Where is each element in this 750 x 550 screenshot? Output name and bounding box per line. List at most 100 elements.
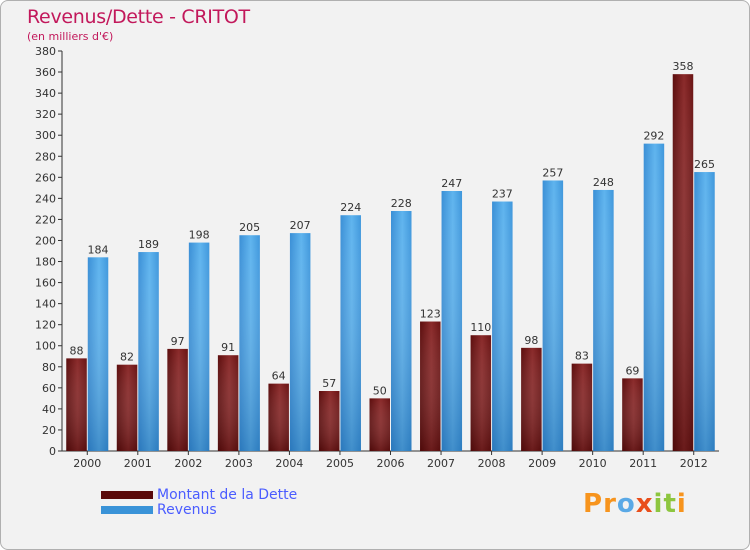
x-tick-label: 2001: [124, 457, 152, 470]
data-label-revenue: 184: [88, 243, 109, 256]
data-label-debt: 83: [575, 350, 589, 363]
data-label-debt: 82: [120, 351, 134, 364]
bar-revenue-shade: [87, 257, 109, 451]
bar-revenue-shade: [391, 211, 412, 451]
bar-revenue-shade: [593, 189, 614, 451]
data-label-debt: 98: [524, 334, 538, 347]
y-tick-label: 100: [35, 340, 56, 353]
y-tick-label: 120: [35, 319, 56, 332]
data-label-debt: 88: [70, 344, 84, 357]
y-tick-label: 380: [35, 45, 56, 58]
x-tick-label: 2008: [478, 457, 506, 470]
bar-debt-shade: [167, 348, 188, 451]
data-label-revenue: 237: [492, 188, 513, 201]
bar-revenue-shade: [289, 233, 311, 451]
y-tick-label: 20: [42, 424, 56, 437]
data-label-debt: 97: [171, 335, 185, 348]
logo-letter: P: [583, 489, 604, 519]
logo-letter: i: [676, 489, 687, 519]
data-label-revenue: 248: [593, 176, 614, 189]
proxiti-logo: Proxiti: [583, 489, 687, 519]
data-label-debt: 69: [625, 364, 639, 377]
chart-title: Revenus/Dette - CRITOT: [27, 6, 250, 28]
bar-revenue-shade: [138, 252, 159, 451]
y-tick-label: 80: [42, 361, 56, 374]
bar-revenue-shade: [492, 201, 513, 451]
legend-label-revenue: Revenus: [157, 501, 217, 518]
data-label-debt: 110: [470, 321, 491, 334]
bar-debt-shade: [217, 355, 239, 451]
logo-letter: t: [663, 489, 677, 519]
x-tick-label: 2005: [326, 457, 354, 470]
legend-item-revenue: Revenus: [101, 501, 297, 518]
data-label-revenue: 207: [290, 219, 311, 232]
x-tick-label: 2007: [427, 457, 455, 470]
legend-swatch-debt: [101, 490, 153, 499]
bar-revenue-shade: [340, 215, 361, 451]
data-label-debt: 123: [420, 308, 441, 321]
x-tick-label: 2002: [174, 457, 202, 470]
y-tick-label: 140: [35, 298, 56, 311]
x-tick-label: 2006: [377, 457, 405, 470]
y-tick-label: 340: [35, 87, 56, 100]
data-label-debt: 358: [672, 60, 693, 73]
x-tick-label: 2011: [629, 457, 657, 470]
y-tick-label: 160: [35, 277, 56, 290]
bar-revenue-shade: [694, 172, 715, 452]
data-label-revenue: 205: [239, 221, 260, 234]
x-tick-label: 2009: [528, 457, 556, 470]
x-tick-label: 2000: [73, 457, 101, 470]
bar-debt-shade: [571, 363, 593, 451]
data-label-debt: 57: [322, 377, 336, 390]
data-label-debt: 64: [272, 370, 286, 383]
y-tick-label: 280: [35, 150, 56, 163]
bar-debt-shade: [66, 358, 87, 451]
bar-debt-shade: [318, 391, 340, 451]
legend-swatch-revenue: [101, 505, 153, 514]
bar-debt-shade: [672, 74, 694, 451]
bar-debt-shade: [622, 378, 643, 451]
logo-letter: o: [616, 489, 636, 519]
legend-item-debt: Montant de la Dette: [101, 487, 297, 503]
data-label-revenue: 265: [694, 158, 715, 171]
legend: Montant de la Dette Revenus: [101, 487, 297, 518]
data-label-debt: 50: [373, 384, 387, 397]
bar-debt-shade: [268, 383, 289, 451]
y-tick-label: 260: [35, 171, 56, 184]
bar-debt-shade: [470, 335, 492, 451]
bar-revenue-shade: [643, 143, 665, 451]
bar-revenue-shade: [188, 242, 210, 451]
y-tick-label: 360: [35, 66, 56, 79]
chart-subtitle: (en milliers d'€): [27, 30, 114, 43]
bar-revenue-shade: [542, 180, 564, 451]
x-tick-label: 2003: [225, 457, 253, 470]
y-tick-label: 200: [35, 234, 56, 247]
data-label-revenue: 189: [138, 238, 159, 251]
bar-revenue-shade: [239, 235, 260, 451]
logo-letter: r: [603, 489, 617, 519]
bar-debt-shade: [369, 398, 390, 451]
x-tick-label: 2010: [579, 457, 607, 470]
data-label-revenue: 257: [542, 166, 563, 179]
data-label-revenue: 292: [643, 130, 664, 143]
y-tick-label: 320: [35, 108, 56, 121]
data-label-revenue: 224: [340, 201, 361, 214]
data-label-debt: 91: [221, 341, 235, 354]
logo-letter: x: [635, 489, 654, 519]
bar-revenue-shade: [441, 191, 463, 451]
y-tick-label: 0: [49, 445, 56, 458]
data-label-revenue: 247: [441, 177, 462, 190]
bar-debt-shade: [420, 321, 441, 451]
bar-debt-shade: [521, 347, 542, 451]
y-tick-label: 240: [35, 192, 56, 205]
x-tick-label: 2004: [275, 457, 303, 470]
y-tick-label: 300: [35, 129, 56, 142]
y-tick-label: 60: [42, 382, 56, 395]
y-tick-label: 180: [35, 256, 56, 269]
data-label-revenue: 228: [391, 197, 412, 210]
data-label-revenue: 198: [189, 229, 210, 242]
x-tick-label: 2012: [680, 457, 708, 470]
y-tick-label: 220: [35, 213, 56, 226]
